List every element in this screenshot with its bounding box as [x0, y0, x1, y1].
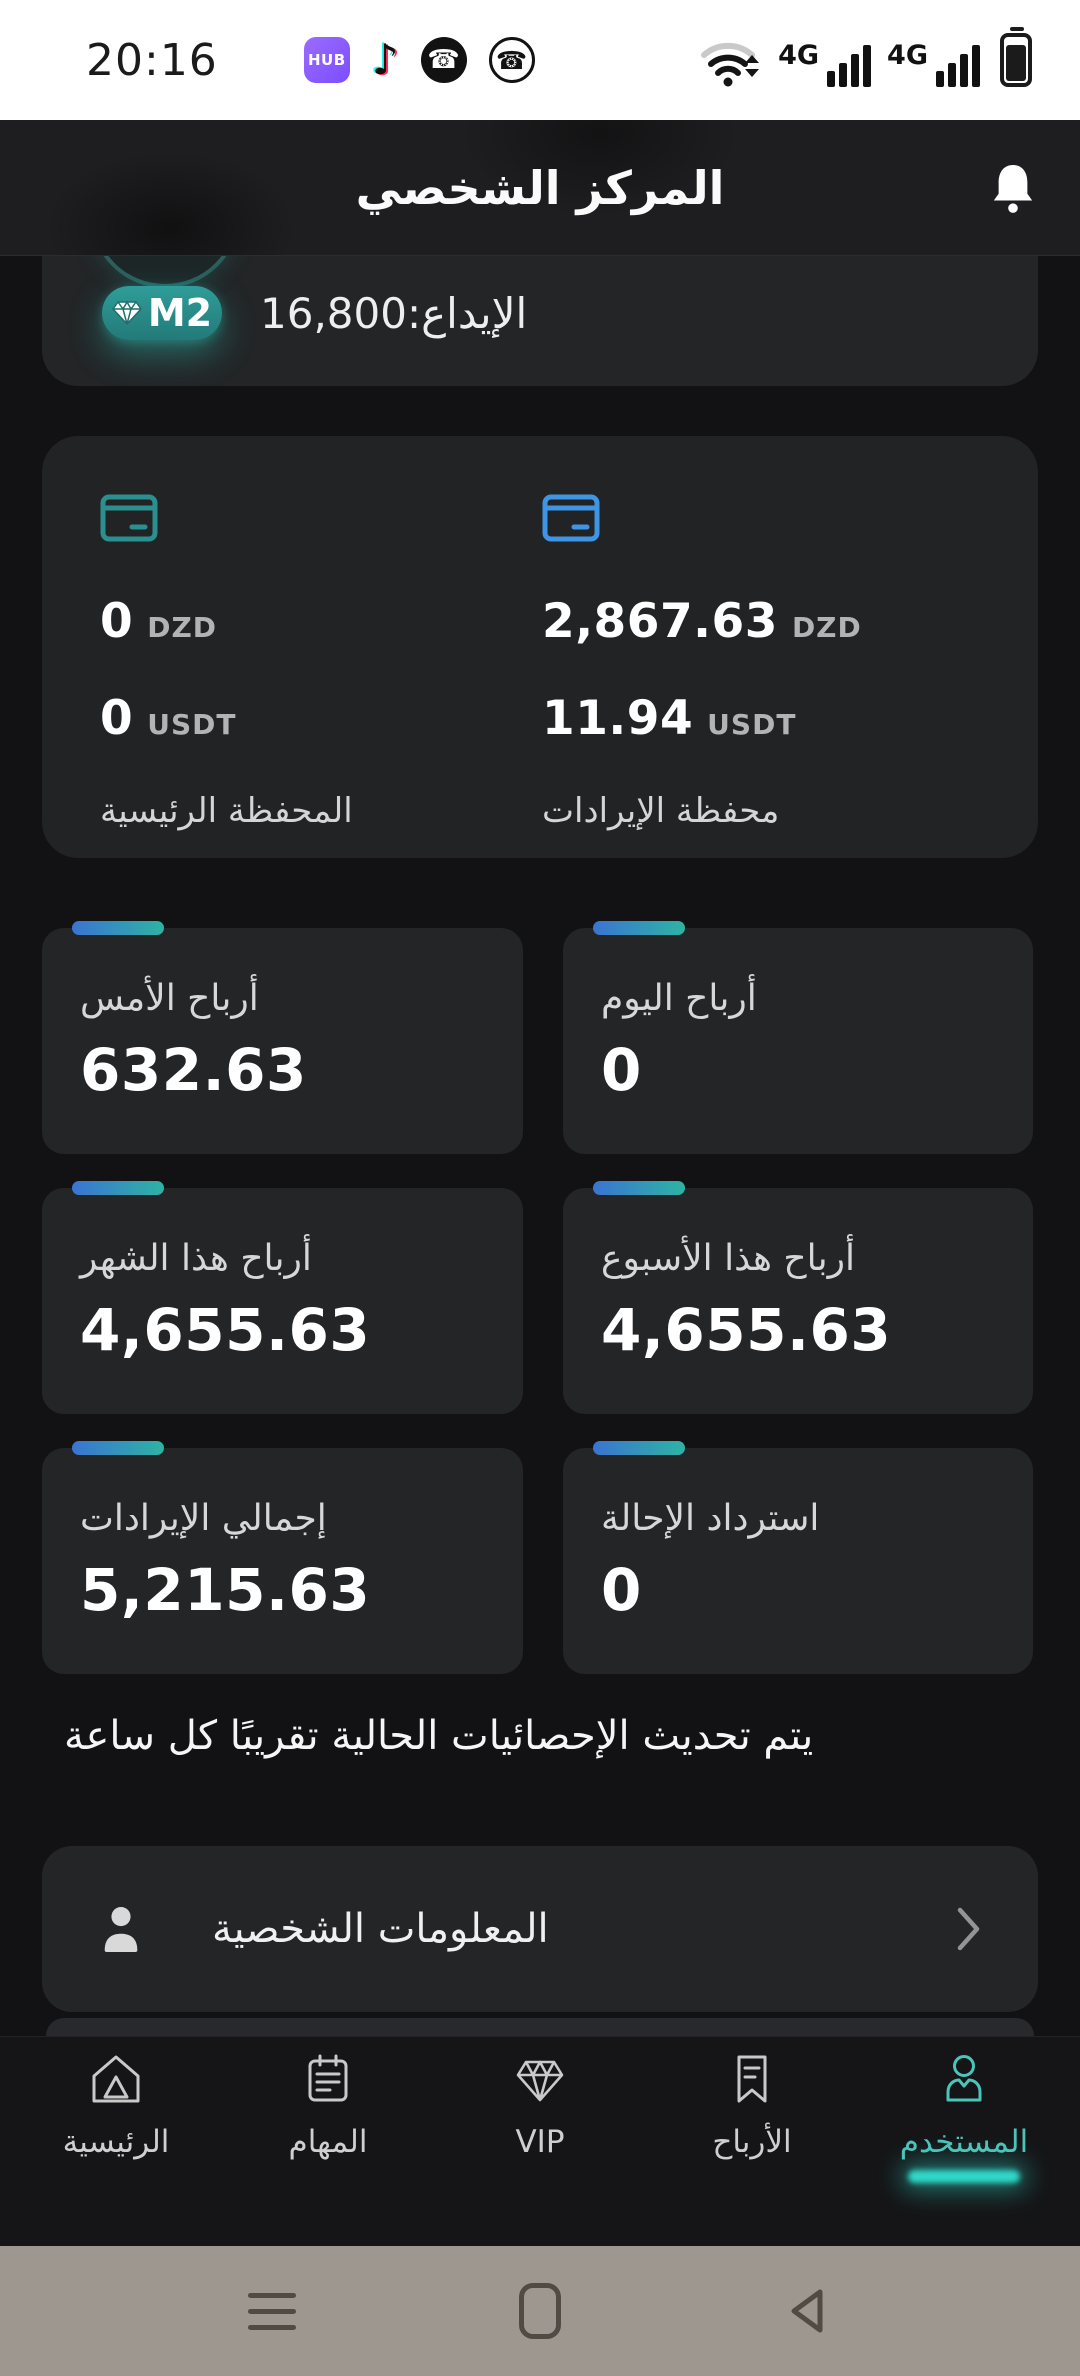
accent-bar — [72, 1441, 164, 1455]
viber-phone-icon: ☎ — [420, 37, 467, 83]
notifications-bell-icon[interactable] — [990, 161, 1036, 215]
nav-label: VIP — [515, 2124, 565, 2160]
page-header: المركز الشخصي — [0, 120, 1080, 256]
main-dzd-value: 0 — [100, 594, 134, 649]
stat-card-total-revenue: إجمالي الإيرادات 5,215.63 — [42, 1441, 523, 1674]
sim2-signal-bars — [936, 45, 980, 87]
page-title: المركز الشخصي — [355, 160, 725, 215]
status-bar: 20:16 HUB ♪ ☎ ☎ 4G — [0, 0, 1080, 120]
diamond-icon — [112, 300, 142, 325]
profits-bookmark-icon — [737, 2055, 767, 2103]
nav-label: الرئيسية — [62, 2124, 170, 2160]
wallets-card: 0 DZD 0 USDT المحفظة الرئيسية 2,867.63 D… — [42, 436, 1038, 858]
stat-card-referral-rebate: استرداد الإحالة 0 — [563, 1441, 1033, 1674]
personal-info-row[interactable]: المعلومات الشخصية — [42, 1846, 1038, 2012]
stat-value: 4,655.63 — [601, 1296, 892, 1364]
status-indicators: 4G 4G — [698, 27, 1032, 87]
deposit-label: الإيداع: — [406, 288, 528, 338]
active-indicator — [908, 2170, 1020, 2184]
stat-card-week-profit: أرباح هذا الأسبوع 4,655.63 — [563, 1181, 1033, 1414]
main-usdt-value: 0 — [100, 691, 134, 746]
revenue-dzd-value: 2,867.63 — [542, 594, 778, 649]
stat-value: 5,215.63 — [80, 1556, 371, 1624]
person-icon — [104, 1906, 138, 1952]
personal-info-label: المعلومات الشخصية — [212, 1906, 549, 1952]
level-row: M2 الإيداع: 16,800 — [102, 286, 527, 340]
nav-item-vip[interactable]: VIP — [445, 2051, 635, 2164]
revenue-dzd-unit: DZD — [791, 611, 862, 644]
recents-button[interactable] — [246, 2282, 298, 2340]
user-icon — [946, 2055, 982, 2102]
next-card-peek — [46, 2018, 1034, 2036]
level-badge-label: M2 — [147, 291, 213, 335]
stat-card-month-profit: أرباح هذا الشهر 4,655.63 — [42, 1181, 523, 1414]
tiktok-icon: ♪ — [371, 35, 399, 84]
accent-bar — [593, 1441, 685, 1455]
revenue-wallet-column[interactable]: 2,867.63 DZD 11.94 USDT محفظة الإيرادات — [542, 436, 1012, 837]
nav-item-home[interactable]: الرئيسية — [21, 2051, 211, 2164]
back-triangle-icon — [791, 2289, 823, 2333]
stat-value: 632.63 — [80, 1036, 307, 1104]
main-usdt-unit: USDT — [147, 708, 237, 741]
home-pill-icon — [519, 2283, 561, 2339]
whatsapp-icon: ☎ — [488, 37, 535, 83]
stats-grid: أرباح الأمس 632.63 أرباح اليوم 0 أرباح ه… — [42, 921, 1033, 1674]
level-badge: M2 — [102, 286, 222, 340]
deposit-total: الإيداع: 16,800 — [260, 289, 527, 338]
accent-bar — [593, 1181, 685, 1195]
main-dzd-unit: DZD — [147, 611, 217, 644]
back-button[interactable] — [782, 2282, 834, 2340]
clock: 20:16 — [86, 34, 218, 86]
sim1-network-type: 4G — [778, 40, 820, 71]
main-wallet-label: المحفظة الرئيسية — [100, 791, 353, 831]
home-button[interactable] — [514, 2282, 566, 2340]
hub-app-icon: HUB — [303, 37, 350, 83]
stat-card-yesterday-profit: أرباح الأمس 632.63 — [42, 921, 523, 1154]
chevron-right-icon — [957, 1907, 980, 1951]
battery-icon — [1000, 27, 1032, 87]
revenue-wallet-label: محفظة الإيرادات — [542, 791, 780, 831]
stat-value: 4,655.63 — [80, 1296, 371, 1364]
nav-item-tasks[interactable]: المهام — [233, 2051, 423, 2164]
revenue-usdt-unit: USDT — [707, 708, 797, 741]
stat-label: أرباح هذا الأسبوع — [601, 1238, 856, 1279]
main-wallet-column[interactable]: 0 DZD 0 USDT المحفظة الرئيسية — [100, 436, 500, 837]
bottom-navigation: الرئيسية المهام VIP — [0, 2036, 1080, 2246]
wifi-icon — [701, 42, 760, 87]
recents-icon — [248, 2292, 296, 2330]
accent-bar — [72, 1181, 164, 1195]
sim2-signal: 4G — [887, 40, 980, 87]
nav-label: الأرباح — [712, 2124, 792, 2160]
nav-item-profits[interactable]: الأرباح — [657, 2051, 847, 2164]
stat-value: 0 — [601, 1556, 642, 1624]
stats-update-note: يتم تحديث الإحصائيات الحالية تقريبًا كل … — [64, 1713, 814, 1759]
stat-card-today-profit: أرباح اليوم 0 — [563, 921, 1033, 1154]
revenue-usdt-value: 11.94 — [542, 691, 694, 746]
stat-label: إجمالي الإيرادات — [80, 1498, 327, 1539]
stat-label: أرباح اليوم — [601, 978, 757, 1019]
home-icon — [92, 2055, 140, 2103]
accent-bar — [593, 921, 685, 935]
sim1-signal-bars — [827, 45, 872, 87]
system-navigation-bar — [0, 2246, 1080, 2376]
stat-label: أرباح هذا الشهر — [80, 1238, 312, 1279]
stat-label: أرباح الأمس — [80, 978, 259, 1019]
nav-label: المستخدم — [899, 2124, 1029, 2160]
tasks-icon — [308, 2054, 348, 2102]
nav-item-user[interactable]: المستخدم — [869, 2051, 1059, 2184]
vip-diamond-icon — [516, 2060, 564, 2102]
accent-bar — [72, 921, 164, 935]
nav-label: المهام — [288, 2124, 368, 2160]
deposit-value: 16,800 — [260, 288, 407, 338]
stat-value: 0 — [601, 1036, 642, 1104]
stat-label: استرداد الإحالة — [601, 1498, 820, 1539]
sim1-signal: 4G — [778, 40, 872, 87]
sim2-network-type: 4G — [887, 40, 928, 71]
notification-icons: HUB ♪ ☎ ☎ — [303, 35, 535, 84]
main-wallet-icon — [100, 494, 158, 542]
revenue-wallet-icon — [542, 494, 600, 542]
